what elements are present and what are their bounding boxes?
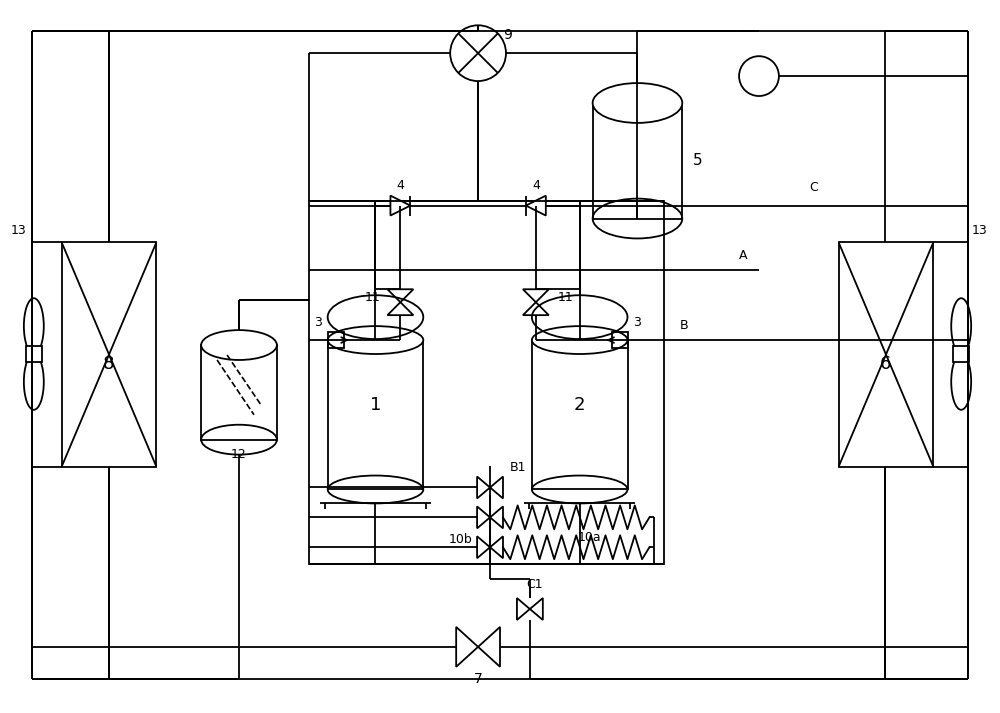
- Text: 8: 8: [103, 355, 114, 373]
- Text: 5: 5: [692, 153, 702, 168]
- Ellipse shape: [201, 330, 277, 360]
- Text: C1: C1: [527, 578, 543, 590]
- Text: 4: 4: [396, 179, 404, 193]
- Text: 2: 2: [574, 396, 585, 414]
- Text: 4: 4: [532, 179, 540, 193]
- Bar: [839, 242, 933, 466]
- Bar: [201, 345, 277, 440]
- Text: 11: 11: [558, 291, 574, 304]
- Bar: [612, 332, 628, 348]
- Ellipse shape: [328, 326, 423, 354]
- Text: 10b: 10b: [448, 533, 472, 545]
- Bar: [328, 332, 344, 348]
- Text: B: B: [679, 319, 688, 332]
- Text: 3: 3: [314, 316, 322, 329]
- Bar: [309, 200, 664, 564]
- Ellipse shape: [532, 326, 628, 354]
- Bar: [532, 340, 628, 490]
- Bar: [62, 242, 156, 466]
- Bar: [26, 346, 42, 362]
- Bar: [953, 346, 969, 362]
- Text: A: A: [739, 249, 748, 262]
- Text: 9: 9: [504, 29, 512, 42]
- Ellipse shape: [593, 83, 682, 123]
- Polygon shape: [526, 195, 546, 215]
- Bar: [328, 340, 423, 490]
- Text: B1: B1: [510, 461, 526, 474]
- Text: 1: 1: [370, 396, 381, 414]
- Text: 12: 12: [231, 448, 247, 461]
- Text: 13: 13: [11, 224, 27, 237]
- Text: 6: 6: [880, 355, 891, 373]
- Polygon shape: [390, 195, 410, 215]
- Text: C: C: [809, 181, 818, 194]
- Text: 11: 11: [365, 291, 380, 304]
- Text: 3: 3: [634, 316, 641, 329]
- Text: 7: 7: [474, 672, 482, 686]
- Bar: [593, 103, 682, 219]
- Text: 10a: 10a: [578, 530, 601, 544]
- Text: 13: 13: [971, 224, 987, 237]
